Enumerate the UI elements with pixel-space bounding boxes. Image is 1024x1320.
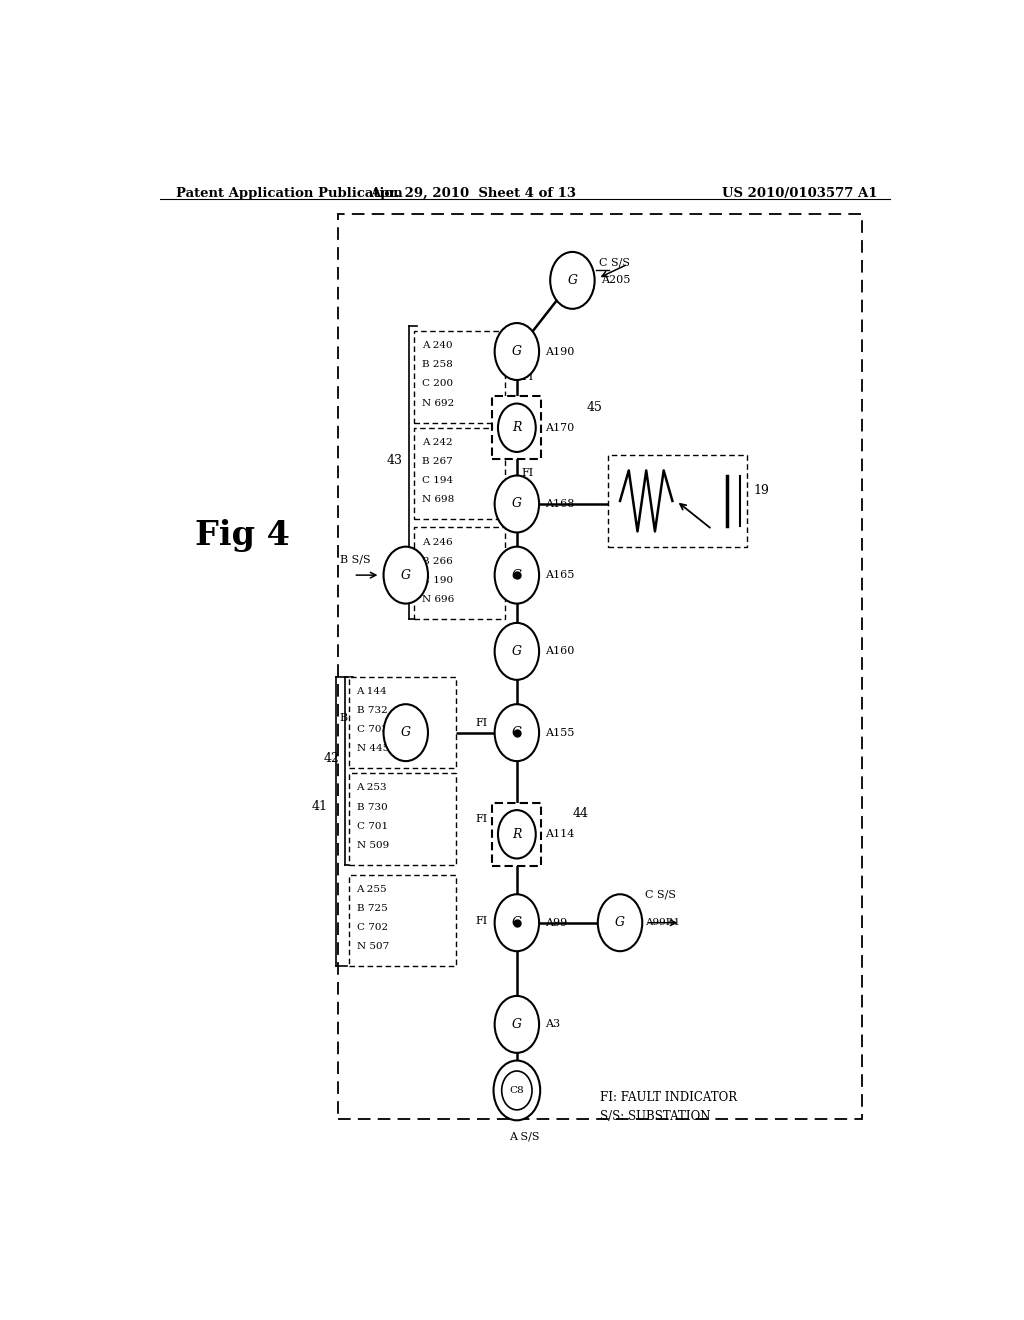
Text: N 696: N 696 [422, 595, 454, 603]
Text: A 144: A 144 [356, 686, 387, 696]
Circle shape [495, 546, 539, 603]
Text: A 255: A 255 [356, 886, 387, 894]
Text: B 725: B 725 [356, 904, 387, 913]
Text: N 698: N 698 [422, 495, 454, 504]
Text: 42: 42 [324, 752, 339, 766]
Circle shape [495, 894, 539, 952]
Text: 45: 45 [587, 401, 602, 414]
Text: FI: FI [521, 568, 534, 578]
Text: G: G [512, 645, 522, 657]
Circle shape [495, 704, 539, 762]
Circle shape [494, 1060, 541, 1121]
Text: FI: FI [521, 469, 534, 478]
Circle shape [495, 323, 539, 380]
Text: C 703: C 703 [356, 725, 388, 734]
Text: A155: A155 [546, 727, 574, 738]
Text: G: G [512, 916, 522, 929]
Text: Patent Application Publication: Patent Application Publication [176, 187, 402, 199]
Text: A170: A170 [546, 422, 574, 433]
Text: R: R [512, 421, 521, 434]
Text: C 200: C 200 [422, 379, 453, 388]
Text: C S/S: C S/S [645, 890, 677, 899]
Text: FI: FAULT INDICATOR: FI: FAULT INDICATOR [600, 1092, 737, 1105]
Bar [608, 455, 748, 546]
Text: G: G [512, 726, 522, 739]
Bar [414, 428, 505, 519]
Bar [348, 875, 456, 966]
Circle shape [495, 995, 539, 1053]
Circle shape [498, 404, 536, 451]
Text: A160: A160 [546, 647, 574, 656]
Text: C8: C8 [510, 1086, 524, 1094]
Bar [348, 677, 456, 768]
Text: A 246: A 246 [422, 537, 453, 546]
Text: FI: FI [475, 916, 487, 925]
Text: C S/S: C S/S [599, 257, 630, 267]
Text: B S/S: B S/S [340, 713, 371, 722]
Text: 44: 44 [572, 808, 589, 821]
Bar [493, 396, 542, 459]
Text: FI: FI [475, 718, 487, 727]
Text: A99: A99 [546, 917, 567, 928]
Text: A114: A114 [546, 829, 574, 840]
Text: B 258: B 258 [422, 360, 453, 370]
Text: S/S: SUBSTATION: S/S: SUBSTATION [600, 1110, 711, 1123]
Text: G: G [567, 273, 578, 286]
Text: 19: 19 [754, 484, 769, 498]
Text: A S/S: A S/S [510, 1131, 540, 1140]
Text: FI: FI [475, 814, 487, 824]
Text: Apr. 29, 2010  Sheet 4 of 13: Apr. 29, 2010 Sheet 4 of 13 [371, 187, 577, 199]
Text: A165: A165 [546, 570, 574, 579]
Text: B S/S: B S/S [340, 554, 371, 565]
Text: A3: A3 [546, 1019, 560, 1030]
Text: Fig 4: Fig 4 [196, 519, 291, 552]
Text: G: G [512, 498, 522, 511]
Text: C 702: C 702 [356, 923, 388, 932]
Text: B 267: B 267 [422, 457, 453, 466]
Text: C 190: C 190 [422, 576, 453, 585]
Text: N 445: N 445 [356, 744, 389, 754]
Text: N 692: N 692 [422, 399, 454, 408]
Text: 41: 41 [312, 800, 328, 813]
Text: A168: A168 [546, 499, 574, 510]
Text: G: G [512, 569, 522, 582]
Text: C 194: C 194 [422, 477, 453, 484]
Bar [348, 774, 456, 865]
Text: FI: FI [521, 372, 534, 381]
Text: A190: A190 [546, 347, 574, 356]
Circle shape [384, 704, 428, 762]
Text: G: G [512, 1018, 522, 1031]
Text: B 730: B 730 [356, 803, 387, 812]
Text: A 240: A 240 [422, 342, 453, 350]
Circle shape [384, 546, 428, 603]
Text: A 242: A 242 [422, 438, 453, 447]
Circle shape [598, 894, 642, 952]
Text: G: G [400, 726, 411, 739]
Bar [414, 528, 505, 619]
Bar [338, 214, 862, 1119]
Text: N 507: N 507 [356, 942, 389, 952]
Text: 43: 43 [387, 454, 402, 467]
Text: G: G [615, 916, 625, 929]
Text: C 701: C 701 [356, 821, 388, 830]
Text: G: G [512, 345, 522, 358]
Circle shape [495, 475, 539, 532]
Bar [414, 331, 505, 422]
Text: G: G [400, 569, 411, 582]
Text: B 732: B 732 [356, 706, 387, 715]
Text: US 2010/0103577 A1: US 2010/0103577 A1 [723, 187, 878, 199]
Text: A 253: A 253 [356, 784, 387, 792]
Circle shape [550, 252, 595, 309]
Text: A99R1: A99R1 [645, 919, 681, 927]
Text: A205: A205 [601, 276, 631, 285]
Circle shape [495, 623, 539, 680]
Circle shape [498, 810, 536, 858]
Bar [493, 803, 542, 866]
Text: R: R [512, 828, 521, 841]
Text: B 266: B 266 [422, 557, 453, 565]
Text: N 509: N 509 [356, 841, 389, 850]
